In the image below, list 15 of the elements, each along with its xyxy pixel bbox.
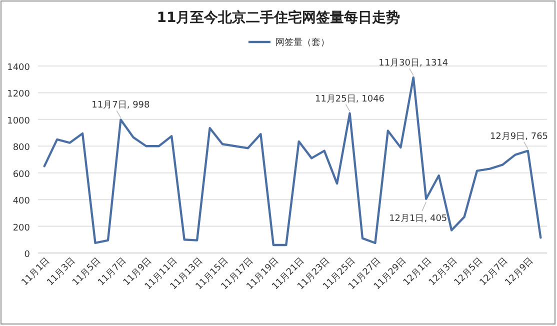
title: 11月至今北京二手住宅网签量每日走势 — [156, 10, 400, 26]
y-tick-label: 600 — [12, 170, 30, 180]
y-tick-label: 0 — [24, 250, 30, 260]
data-label: 12月9日, 765 — [490, 132, 548, 142]
data-label: 12月1日, 405 — [389, 214, 448, 224]
y-tick-label: 400 — [12, 196, 30, 207]
y-tick-label: 800 — [12, 143, 30, 154]
y-tick-label: 1000 — [7, 116, 30, 126]
data-label: 11月30日, 1314 — [378, 58, 448, 68]
data-label: 11月25日, 1046 — [314, 94, 385, 104]
y-tick-label: 200 — [12, 223, 30, 234]
y-tick-label: 1200 — [7, 90, 30, 100]
legend-label: 网签量（套） — [276, 37, 330, 48]
y-tick-label: 1400 — [7, 63, 30, 73]
data-label: 11月7日, 998 — [92, 100, 150, 111]
